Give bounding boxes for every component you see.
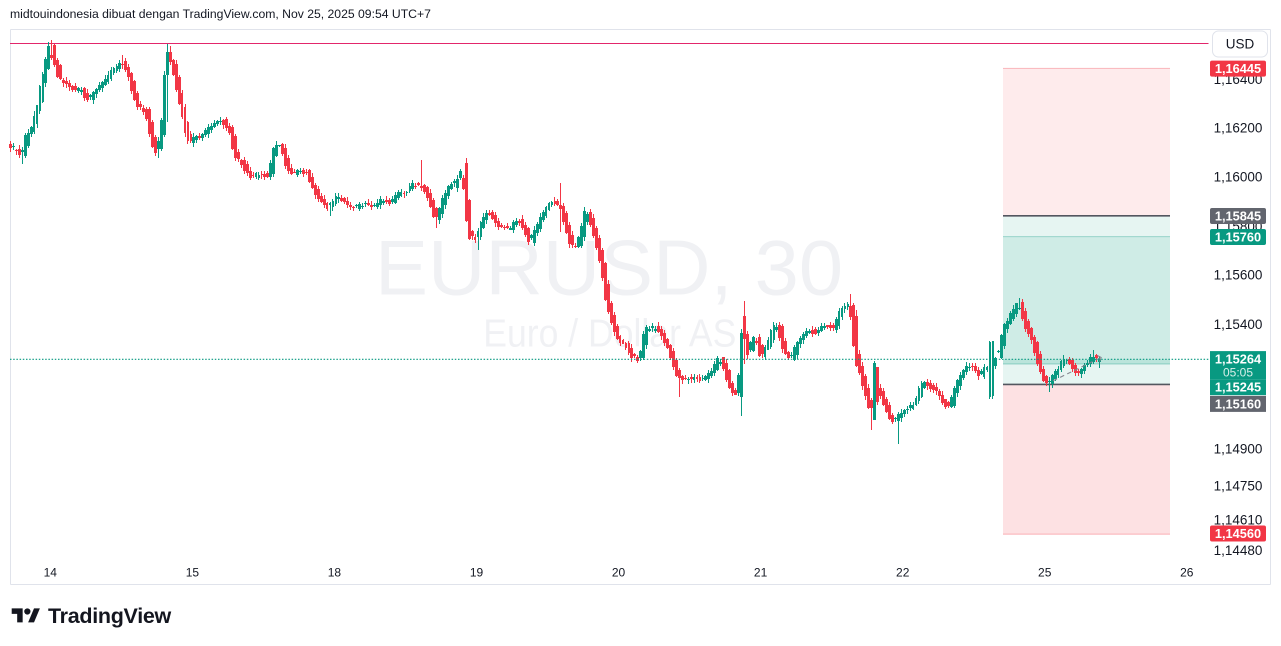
svg-text:25: 25 xyxy=(1038,566,1052,580)
svg-text:midtouindonesia dibuat dengan: midtouindonesia dibuat dengan TradingVie… xyxy=(10,7,431,21)
svg-text:1,14610: 1,14610 xyxy=(1214,513,1263,528)
svg-text:1,14750: 1,14750 xyxy=(1214,479,1263,494)
svg-text:19: 19 xyxy=(470,566,484,580)
svg-text:26: 26 xyxy=(1180,566,1194,580)
svg-text:20: 20 xyxy=(612,566,626,580)
svg-text:1,15264: 1,15264 xyxy=(1215,351,1262,366)
svg-text:18: 18 xyxy=(328,566,342,580)
svg-text:USD: USD xyxy=(1226,37,1255,52)
svg-text:22: 22 xyxy=(896,566,910,580)
svg-text:1,15400: 1,15400 xyxy=(1214,317,1263,332)
svg-text:1,14560: 1,14560 xyxy=(1215,526,1261,541)
svg-text:1,15245: 1,15245 xyxy=(1215,380,1261,395)
svg-text:1,15760: 1,15760 xyxy=(1215,229,1261,244)
svg-text:1,14480: 1,14480 xyxy=(1214,543,1263,558)
svg-text:15: 15 xyxy=(186,566,200,580)
svg-text:1,15845: 1,15845 xyxy=(1215,208,1261,223)
svg-text:1,14900: 1,14900 xyxy=(1214,442,1263,457)
svg-text:1,16445: 1,16445 xyxy=(1215,61,1261,76)
svg-text:1,15160: 1,15160 xyxy=(1215,396,1261,411)
svg-text:14: 14 xyxy=(44,566,58,580)
svg-text:1,15600: 1,15600 xyxy=(1214,268,1263,283)
svg-text:21: 21 xyxy=(754,566,768,580)
svg-text:1,16000: 1,16000 xyxy=(1214,170,1263,185)
svg-text:05:05: 05:05 xyxy=(1223,365,1253,379)
svg-text:TradingView: TradingView xyxy=(48,604,172,628)
svg-text:Euro / Dollar AS: Euro / Dollar AS xyxy=(483,312,736,355)
svg-text:1,16200: 1,16200 xyxy=(1214,121,1263,136)
